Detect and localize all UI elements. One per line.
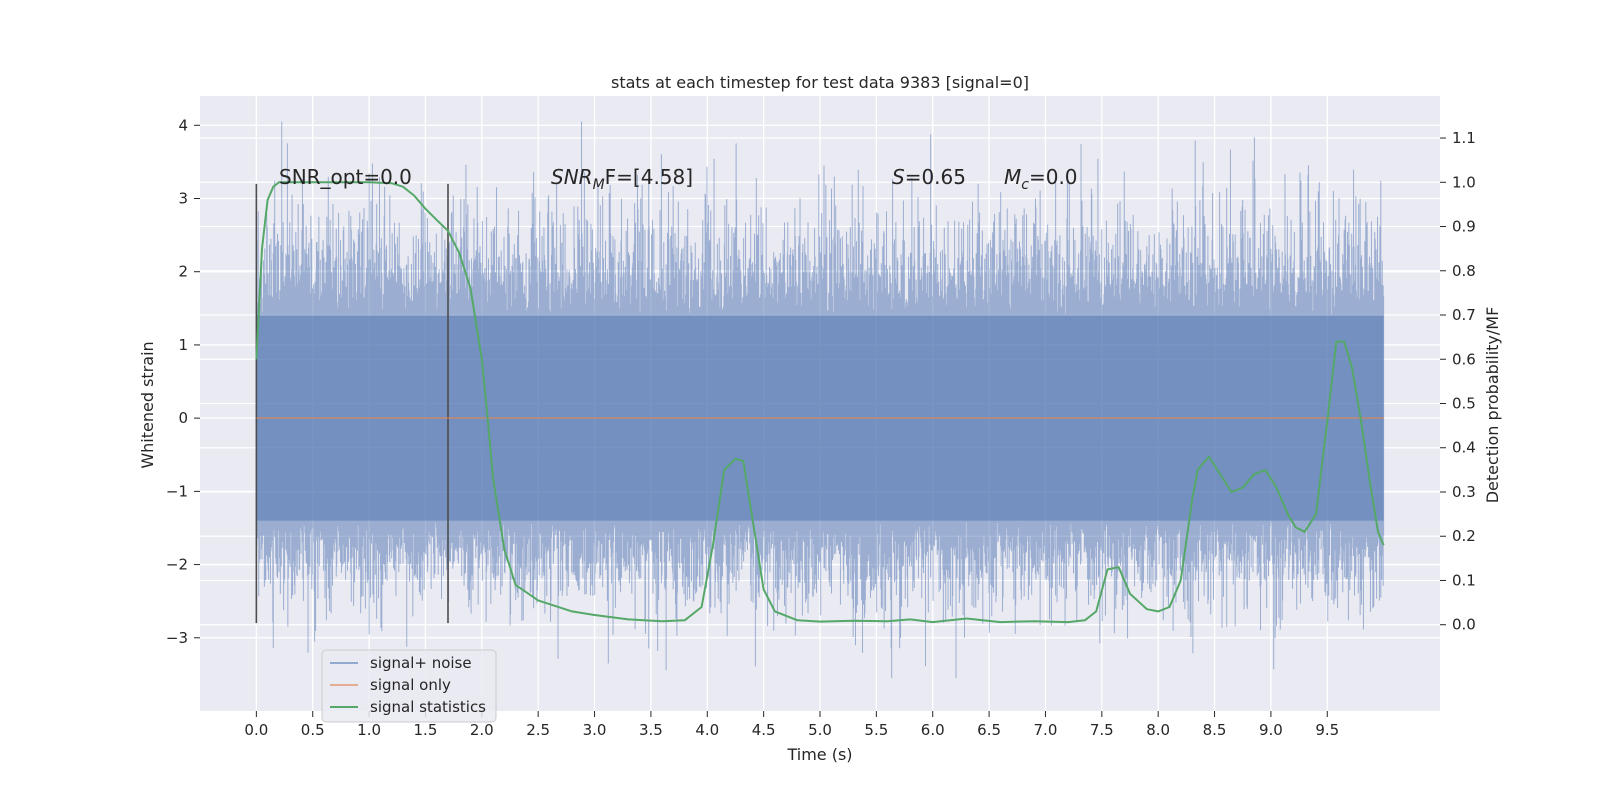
y-axis-label: Whitened strain xyxy=(138,341,157,468)
annotation-mc-var: M xyxy=(1004,165,1021,189)
y2-tick-label: 0.2 xyxy=(1452,527,1476,545)
x-tick-label: 7.5 xyxy=(1090,721,1114,739)
y2-tick-label: 1.0 xyxy=(1452,173,1476,191)
signal-statistics-line xyxy=(255,181,1385,624)
y2-tick-label: 0.8 xyxy=(1452,262,1476,280)
x-tick-label: 0.5 xyxy=(301,721,325,739)
legend-label-signal-statistics: signal statistics xyxy=(370,698,486,716)
y2-tick-label: 0.6 xyxy=(1452,350,1476,368)
x-tick-label: 8.0 xyxy=(1146,721,1170,739)
y2-tick-label: 0.7 xyxy=(1452,306,1476,324)
annotation-snr-mf-main: SNR xyxy=(551,165,593,189)
x-axis-ticks: 0.0 0.5 1.0 1.5 2.0 2.5 3.0 3.5 4.0 4.5 5.0 5.5 6.0 6… xyxy=(244,711,1339,739)
x-tick-label: 3.5 xyxy=(639,721,663,739)
chart-title: stats at each timestep for test data 938… xyxy=(611,73,1029,92)
annotation-s-rest: =0.65 xyxy=(905,165,966,189)
y-tick-label: 0 xyxy=(178,409,188,427)
x-tick-label: 6.5 xyxy=(977,721,1001,739)
y-tick-label: −2 xyxy=(166,556,188,574)
x-tick-label: 3.0 xyxy=(583,721,607,739)
x-tick-label: 5.5 xyxy=(864,721,888,739)
y2-tick-label: 0.4 xyxy=(1452,439,1476,457)
x-tick-label: 1.0 xyxy=(357,721,381,739)
y2-axis-ticks: 1.1 1.0 0.9 0.8 0.7 0.6 0.5 0.4 0.3 0.2 0.1 0.0 xyxy=(1440,129,1476,634)
x-tick-label: 5.0 xyxy=(808,721,832,739)
y-tick-label: 4 xyxy=(178,116,188,134)
annotation-s: S=0.65 xyxy=(892,165,966,189)
y2-tick-label: 0.5 xyxy=(1452,395,1476,413)
y2-tick-label: 1.1 xyxy=(1452,129,1476,147)
annotation-snr-mf-rest: F=[4.58] xyxy=(605,165,693,189)
legend-label-signal-noise: signal+ noise xyxy=(370,654,472,672)
legend-label-signal-only: signal only xyxy=(370,676,451,694)
y-tick-label: 1 xyxy=(178,336,188,354)
x-tick-label: 9.0 xyxy=(1259,721,1283,739)
x-tick-label: 2.5 xyxy=(526,721,550,739)
annotation-snr-mf: SNRMF=[4.58] xyxy=(551,165,693,193)
x-tick-label: 2.0 xyxy=(470,721,494,739)
y2-tick-label: 0.9 xyxy=(1452,218,1476,236)
legend-box xyxy=(321,649,497,723)
legend: signal+ noise signal only signal statist… xyxy=(321,649,497,723)
x-tick-label: 4.5 xyxy=(752,721,776,739)
x-tick-label: 8.5 xyxy=(1203,721,1227,739)
y-tick-label: −1 xyxy=(166,482,188,500)
y2-tick-label: 0.0 xyxy=(1452,616,1476,634)
series-lines xyxy=(255,181,1385,624)
x-axis-label: Time (s) xyxy=(786,745,852,764)
y-tick-label: −3 xyxy=(166,629,188,647)
x-tick-label: 4.0 xyxy=(695,721,719,739)
x-tick-label: 6.0 xyxy=(921,721,945,739)
y2-tick-label: 0.1 xyxy=(1452,571,1476,589)
annotation-mc: Mc=0.0 xyxy=(1004,165,1078,193)
y-axis-ticks: 4 3 2 1 0 −1 −2 −3 xyxy=(166,116,200,647)
x-tick-label: 0.0 xyxy=(244,721,268,739)
y2-tick-label: 0.3 xyxy=(1452,483,1476,501)
annotation-snr-mf-sub: M xyxy=(593,177,605,193)
y2-axis-label: Detection probability/MF xyxy=(1483,307,1502,504)
x-tick-label: 9.5 xyxy=(1315,721,1339,739)
y-tick-label: 2 xyxy=(178,263,188,281)
vertical-marker-lines xyxy=(255,183,449,624)
annotation-snr-opt: SNR_opt=0.0 xyxy=(279,165,412,189)
annotation-mc-sub: c xyxy=(1021,177,1029,193)
annotation-s-var: S xyxy=(892,165,905,189)
y-tick-label: 3 xyxy=(178,190,188,208)
annotation-mc-rest: =0.0 xyxy=(1029,165,1078,189)
x-tick-label: 7.0 xyxy=(1034,721,1058,739)
x-tick-label: 1.5 xyxy=(414,721,438,739)
